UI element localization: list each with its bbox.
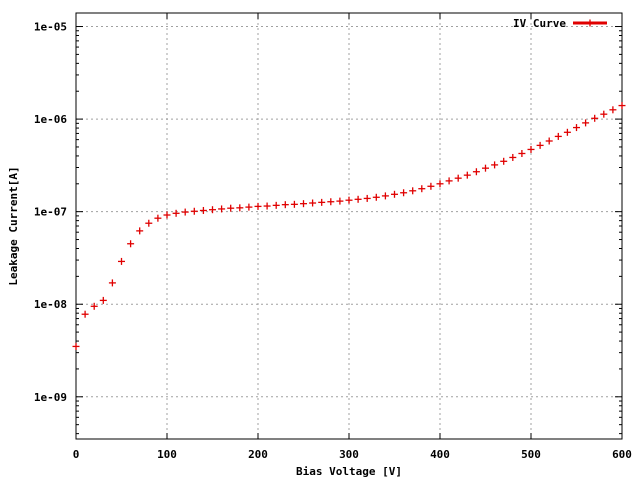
data-point bbox=[518, 149, 526, 157]
data-point bbox=[90, 302, 98, 310]
legend-label: IV Curve bbox=[513, 17, 566, 30]
data-point bbox=[190, 207, 198, 215]
data-point bbox=[554, 132, 562, 140]
data-point bbox=[209, 206, 216, 214]
data-point bbox=[600, 110, 608, 118]
data-point bbox=[254, 202, 262, 210]
data-point bbox=[427, 182, 435, 190]
data-point bbox=[591, 114, 599, 122]
data-point bbox=[327, 198, 335, 206]
data-point bbox=[527, 145, 535, 153]
data-point bbox=[436, 180, 444, 188]
data-point bbox=[218, 205, 226, 213]
y-axis-label: Leakage Current[A] bbox=[7, 166, 20, 285]
data-point bbox=[409, 187, 417, 195]
data-point bbox=[618, 102, 626, 110]
data-point bbox=[609, 106, 617, 114]
data-point bbox=[536, 141, 544, 149]
data-point bbox=[418, 185, 426, 193]
data-point bbox=[118, 257, 125, 265]
data-point bbox=[472, 168, 480, 176]
data-point bbox=[573, 124, 580, 132]
legend: IV Curve bbox=[513, 17, 607, 30]
data-point bbox=[300, 200, 307, 208]
data-point bbox=[272, 201, 280, 209]
data-point bbox=[463, 171, 471, 179]
data-point bbox=[400, 189, 408, 197]
data-point bbox=[381, 192, 389, 200]
data-point bbox=[509, 153, 517, 161]
x-tick-label: 500 bbox=[521, 448, 541, 461]
data-point bbox=[181, 208, 189, 216]
grid-lines bbox=[76, 13, 622, 439]
x-tick-label: 300 bbox=[339, 448, 359, 461]
data-point bbox=[336, 197, 344, 205]
y-tick-label: 1e-09 bbox=[34, 391, 67, 404]
y-tick-label: 1e-06 bbox=[34, 113, 67, 126]
data-point bbox=[582, 119, 590, 127]
data-point bbox=[290, 200, 298, 208]
data-point bbox=[372, 193, 380, 201]
data-point bbox=[563, 128, 571, 136]
data-point bbox=[318, 198, 326, 206]
data-points bbox=[72, 102, 626, 350]
x-tick-label: 600 bbox=[612, 448, 632, 461]
data-point bbox=[245, 203, 253, 211]
data-point bbox=[199, 206, 207, 214]
data-point bbox=[281, 201, 289, 209]
data-point bbox=[482, 164, 489, 172]
data-point bbox=[145, 219, 153, 227]
data-point bbox=[391, 190, 398, 198]
x-tick-label: 0 bbox=[73, 448, 80, 461]
data-point bbox=[227, 204, 235, 212]
axis-ticks bbox=[75, 13, 623, 439]
data-point bbox=[81, 310, 89, 318]
data-point bbox=[363, 194, 371, 202]
x-tick-label: 100 bbox=[157, 448, 177, 461]
data-point bbox=[263, 202, 271, 210]
x-tick-label: 400 bbox=[430, 448, 450, 461]
legend-marker bbox=[586, 19, 594, 27]
data-point bbox=[345, 196, 353, 204]
x-axis-label: Bias Voltage [V] bbox=[296, 465, 402, 478]
data-point bbox=[236, 204, 244, 212]
data-point bbox=[354, 195, 362, 203]
y-tick-label: 1e-07 bbox=[34, 206, 67, 219]
y-tick-label: 1e-05 bbox=[34, 21, 67, 34]
data-point bbox=[99, 296, 107, 304]
y-tick-label: 1e-08 bbox=[34, 298, 67, 311]
data-point bbox=[500, 157, 508, 165]
data-point bbox=[154, 214, 162, 222]
data-point bbox=[445, 177, 453, 185]
plot-frame bbox=[75, 12, 623, 440]
data-point bbox=[491, 161, 499, 169]
data-point bbox=[127, 240, 135, 248]
data-point bbox=[108, 279, 116, 287]
data-point bbox=[136, 227, 144, 235]
data-point bbox=[172, 209, 180, 217]
y-tick-labels: 1e-09 1e-08 1e-07 1e-06 1e-05 bbox=[34, 21, 67, 404]
data-point bbox=[309, 199, 317, 207]
x-tick-labels: 0 100 200 300 400 500 600 bbox=[73, 448, 632, 461]
data-point bbox=[454, 174, 462, 182]
data-point bbox=[72, 342, 80, 350]
x-tick-label: 200 bbox=[248, 448, 268, 461]
data-point bbox=[545, 137, 553, 145]
data-point bbox=[163, 211, 171, 219]
